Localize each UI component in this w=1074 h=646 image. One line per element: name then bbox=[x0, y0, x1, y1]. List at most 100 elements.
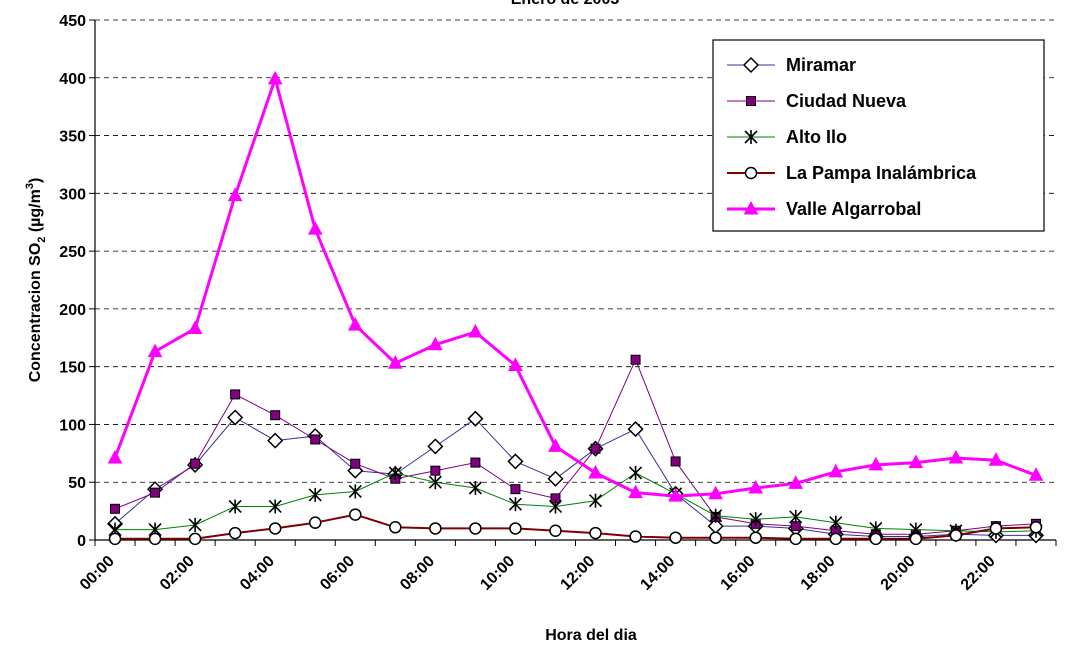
data-point-valle-algarrobal bbox=[107, 449, 123, 464]
data-point-la-pampa-inalambrica bbox=[469, 522, 482, 535]
legend-label: Ciudad Nueva bbox=[786, 91, 907, 111]
x-tick-label: 02:00 bbox=[157, 553, 198, 594]
y-tick-label: 400 bbox=[59, 71, 86, 88]
y-tick-label: 350 bbox=[59, 129, 86, 146]
series-valle-algarrobal bbox=[107, 70, 1044, 502]
x-tick-label: 10:00 bbox=[477, 553, 518, 594]
legend-label: Valle Algarrobal bbox=[786, 199, 921, 219]
data-point-ciudad-nueva bbox=[470, 457, 481, 468]
data-point-ciudad-nueva bbox=[510, 484, 521, 495]
series-ciudad-nueva bbox=[110, 354, 1041, 540]
y-tick-label: 50 bbox=[68, 475, 86, 492]
data-point-valle-algarrobal bbox=[868, 456, 884, 471]
y-tick-label: 150 bbox=[59, 360, 86, 377]
data-point-la-pampa-inalambrica bbox=[589, 526, 602, 540]
data-point-miramar bbox=[627, 421, 644, 438]
data-point-alto-ilo bbox=[829, 515, 843, 530]
y-axis-title-sup: 3 bbox=[24, 183, 36, 189]
series-line-valle-algarrobal bbox=[113, 77, 1037, 498]
data-point-la-pampa-inalambrica bbox=[869, 532, 883, 546]
legend-item-valle-algarrobal: Valle Algarrobal bbox=[727, 199, 921, 219]
data-point-alto-ilo bbox=[388, 465, 402, 480]
data-point-alto-ilo bbox=[709, 508, 723, 523]
series-miramar bbox=[106, 409, 1045, 545]
x-axis-ticks: 00:00 02:00 04:00 06:00 08:00 10:00 12:00 14:00… bbox=[77, 540, 1057, 594]
data-point-la-pampa-inalambrica bbox=[188, 532, 202, 546]
data-point-la-pampa-inalambrica bbox=[308, 516, 322, 529]
data-point-la-pampa-inalambrica bbox=[108, 532, 122, 546]
data-point-la-pampa-inalambrica bbox=[669, 531, 682, 544]
data-point-miramar bbox=[427, 438, 444, 455]
y-axis-title-sub: 2 bbox=[36, 237, 48, 243]
data-point-valle-algarrobal bbox=[387, 355, 403, 369]
legend-label: La Pampa Inalámbrica bbox=[786, 163, 977, 183]
y-tick-label: 200 bbox=[59, 302, 86, 319]
data-point-la-pampa-inalambrica bbox=[629, 530, 642, 543]
data-point-la-pampa-inalambrica bbox=[148, 532, 162, 546]
data-point-la-pampa-inalambrica bbox=[989, 522, 1003, 535]
legend-item-miramar: Miramar bbox=[727, 55, 856, 75]
x-axis-title: Hora del dia bbox=[545, 627, 637, 644]
data-point-valle-algarrobal bbox=[508, 357, 523, 372]
data-point-la-pampa-inalambrica bbox=[389, 521, 402, 534]
series-line-alto-ilo bbox=[115, 472, 1037, 533]
data-point-la-pampa-inalambrica bbox=[949, 529, 963, 542]
data-point-valle-algarrobal bbox=[628, 484, 643, 499]
data-point-alto-ilo bbox=[188, 517, 202, 532]
y-axis-ticks: 0 50 100 150 200 250 300 350 400 450 bbox=[59, 13, 95, 550]
data-point-valle-algarrobal bbox=[588, 464, 603, 479]
series-group bbox=[106, 70, 1045, 546]
x-tick-label: 20:00 bbox=[878, 553, 919, 594]
data-point-alto-ilo bbox=[588, 493, 603, 508]
legend-item-ciudad-nueva: Ciudad Nueva bbox=[727, 91, 907, 111]
data-point-la-pampa-inalambrica bbox=[909, 532, 923, 546]
data-point-valle-algarrobal bbox=[828, 463, 844, 478]
series-line-la-pampa-inalambrica bbox=[115, 513, 1037, 540]
data-point-alto-ilo bbox=[268, 499, 282, 514]
chart-title: Enero de 2003 bbox=[511, 0, 620, 8]
data-point-alto-ilo bbox=[508, 497, 523, 512]
x-tick-label: 14:00 bbox=[637, 553, 678, 594]
data-point-alto-ilo bbox=[348, 484, 362, 499]
legend-label: Alto Ilo bbox=[786, 127, 847, 147]
data-point-alto-ilo bbox=[468, 481, 482, 495]
data-point-la-pampa-inalambrica bbox=[749, 531, 762, 544]
data-point-la-pampa-inalambrica bbox=[268, 522, 282, 535]
data-point-la-pampa-inalambrica bbox=[429, 522, 442, 535]
data-point-miramar bbox=[547, 470, 564, 487]
data-point-valle-algarrobal bbox=[187, 320, 203, 335]
data-point-valle-algarrobal bbox=[468, 323, 483, 338]
data-point-alto-ilo bbox=[628, 465, 643, 480]
y-axis-title-unit: (µg/m bbox=[27, 189, 44, 236]
legend-box bbox=[712, 39, 1045, 232]
data-point-la-pampa-inalambrica bbox=[228, 526, 242, 540]
legend-swatch-marker bbox=[742, 56, 760, 74]
y-axis-title-main: Concentracion SO bbox=[27, 243, 44, 383]
y-tick-label: 300 bbox=[59, 186, 86, 203]
data-point-ciudad-nueva bbox=[590, 443, 601, 454]
x-tick-label: 08:00 bbox=[397, 553, 438, 594]
x-tick-label: 22:00 bbox=[958, 553, 999, 594]
data-point-valle-algarrobal bbox=[948, 449, 964, 464]
data-point-alto-ilo bbox=[308, 487, 322, 502]
data-point-valle-algarrobal bbox=[347, 317, 363, 331]
data-point-la-pampa-inalambrica bbox=[349, 508, 362, 521]
legend-swatch-marker bbox=[744, 130, 758, 144]
legend-item-la-pampa-inalambrica: La Pampa Inalámbrica bbox=[727, 163, 977, 183]
data-point-ciudad-nueva bbox=[270, 410, 281, 421]
data-point-la-pampa-inalambrica bbox=[709, 531, 722, 544]
data-point-miramar bbox=[267, 432, 284, 449]
y-tick-label: 450 bbox=[59, 13, 86, 30]
legend-item-alto-ilo: Alto Ilo bbox=[727, 127, 847, 147]
series-line-miramar bbox=[114, 417, 1036, 537]
data-point-la-pampa-inalambrica bbox=[549, 524, 562, 538]
x-tick-label: 00:00 bbox=[77, 553, 118, 594]
data-point-ciudad-nueva bbox=[230, 389, 241, 400]
data-point-miramar bbox=[467, 410, 484, 427]
data-point-la-pampa-inalambrica bbox=[789, 532, 802, 546]
data-point-ciudad-nueva bbox=[430, 465, 441, 476]
y-tick-label: 250 bbox=[59, 244, 86, 261]
data-point-valle-algarrobal bbox=[988, 452, 1004, 466]
data-point-miramar bbox=[227, 409, 244, 426]
